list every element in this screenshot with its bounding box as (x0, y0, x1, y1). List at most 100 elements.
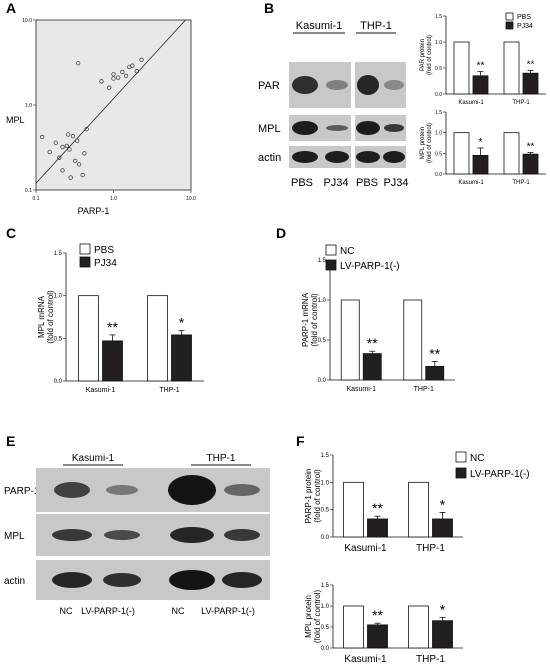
blot-row-label: PARP-1 (4, 486, 40, 497)
bar (147, 295, 168, 382)
scatter-point (68, 175, 73, 180)
significance-marker: ** (477, 61, 485, 72)
legend-swatch (455, 451, 467, 463)
bar (522, 72, 539, 95)
blot-row-label: MPL (4, 531, 25, 542)
x-axis-label: PARP-1 (78, 206, 110, 216)
y-tick-label: 0.5 (321, 625, 330, 631)
bar (408, 481, 429, 538)
significance-marker: ** (367, 335, 378, 351)
blot-band (356, 151, 380, 163)
x-category-label: Kasumi-1 (458, 100, 484, 106)
panel-letter-a: A (6, 0, 16, 16)
cell-line-label: Kasumi-1 (296, 20, 342, 32)
bar (340, 299, 360, 381)
y-tick-label: 1.0 (321, 480, 330, 486)
panel-letter-f: F (296, 433, 305, 449)
scatter-point (134, 69, 139, 74)
scatter-point (76, 162, 82, 167)
significance-marker: * (440, 496, 446, 512)
legend-label: NC (470, 453, 484, 464)
y-tick-label: 10.0 (22, 18, 32, 24)
bar (425, 365, 445, 381)
bar (403, 299, 423, 381)
y-tick-label: 0.0 (318, 378, 327, 384)
y-tick-label: 1.0 (321, 604, 330, 610)
blot-band (52, 572, 92, 588)
blot-band (326, 125, 348, 131)
significance-marker: * (479, 137, 483, 148)
y-tick-label: 0.0 (321, 535, 330, 541)
y-tick-label: 1.0 (435, 40, 442, 46)
scatter-point (64, 143, 69, 149)
significance-marker: ** (527, 142, 535, 153)
panel-letter-b: B (264, 0, 274, 16)
bar (343, 605, 364, 649)
blot-band (54, 482, 90, 498)
x-tick-label: 0.1 (33, 196, 40, 202)
scatter-point (60, 168, 65, 173)
blot-row-label: actin (4, 576, 25, 587)
lane-label: NC (172, 606, 185, 616)
scatter-point (130, 63, 135, 68)
legend-swatch (79, 243, 91, 255)
x-category-label: Kasumi-1 (346, 386, 376, 393)
bar (432, 620, 453, 649)
x-category-label: Kasumi-1 (344, 543, 387, 554)
y-tick-label: 0.5 (435, 66, 442, 72)
significance-marker: ** (372, 500, 383, 516)
x-tick-label: 1.0 (110, 196, 117, 202)
lane-label: LV-PARP-1(-) (81, 606, 135, 616)
x-category-label: THP-1 (512, 180, 530, 186)
x-category-label: THP-1 (159, 387, 179, 394)
bar (367, 624, 388, 649)
blot-band (224, 484, 260, 496)
legend-swatch (325, 259, 337, 271)
bar (171, 334, 192, 382)
blot-band (169, 570, 215, 590)
scatter-point (53, 140, 58, 145)
panel-letter-c: C (6, 225, 16, 241)
significance-marker: * (440, 601, 446, 617)
blot-row-label: PAR (258, 80, 280, 92)
blot-band (103, 573, 141, 587)
significance-marker: * (179, 315, 185, 331)
blot-row-label: MPL (258, 123, 281, 135)
cell-line-label: Kasumi-1 (72, 453, 115, 464)
scatter-point (82, 151, 87, 156)
scatter-point (70, 134, 76, 139)
scatter-point (66, 132, 71, 137)
y-tick-label: 1.5 (318, 258, 327, 264)
legend-label: LV-PARP-1(-) (470, 469, 530, 480)
y-tick-label: 0.5 (318, 338, 327, 344)
y-tick-label: 1.5 (435, 14, 442, 20)
x-category-label: Kasumi-1 (344, 654, 387, 665)
significance-marker: ** (372, 607, 383, 623)
blot-band (326, 80, 348, 90)
blot-band (168, 475, 216, 505)
scatter-point (120, 69, 125, 75)
bar (453, 41, 470, 95)
cell-line-label: THP-1 (207, 453, 236, 464)
y-tick-label: 1.0 (318, 298, 327, 304)
regression-line (35, 19, 186, 184)
lane-label: LV-PARP-1(-) (201, 606, 255, 616)
x-category-label: Kasumi-1 (458, 180, 484, 186)
scatter-point (72, 158, 78, 164)
bar (78, 295, 99, 382)
y-axis-label: PARP-1 protein(fold of control) (304, 469, 322, 524)
bar (408, 605, 429, 649)
legend-label: PJ34 (517, 23, 533, 30)
y-axis-label: PAR protein(fold of control) (420, 35, 433, 75)
scatter-panel-a: 0.1 1.0 10.0 10.0 1.0 0.1 PARP-1 MPL (6, 18, 196, 216)
y-tick-label: 1.5 (54, 251, 63, 257)
blot-band (52, 529, 92, 541)
cell-line-label: THP-1 (360, 20, 392, 32)
blot-band (292, 151, 318, 163)
lane-label: PJ34 (323, 177, 348, 189)
lane-label: PJ34 (383, 177, 408, 189)
bar (102, 340, 123, 382)
y-tick-label: 1.0 (54, 294, 63, 300)
lane-label: PBS (291, 177, 313, 189)
